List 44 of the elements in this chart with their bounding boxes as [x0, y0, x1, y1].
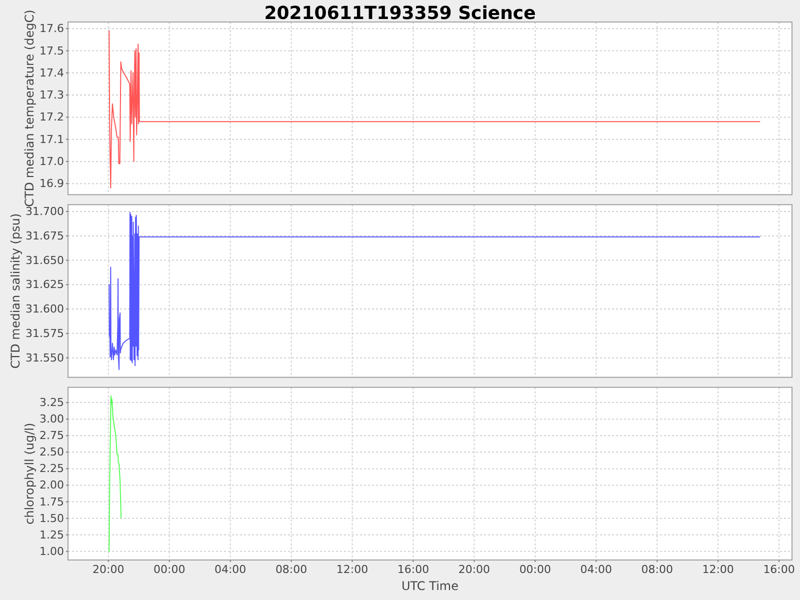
y-tick-label: 31.675 — [26, 229, 64, 242]
y-tick-label: 17.3 — [40, 88, 64, 102]
x-tick-label: 12:00 — [336, 563, 368, 576]
y-tick-label: 1.00 — [40, 544, 64, 558]
y-tick-label: 31.600 — [26, 302, 64, 316]
x-tick-label: 20:00 — [92, 563, 124, 576]
y-tick-label: 2.50 — [40, 446, 64, 459]
y-tick-label: 17.5 — [40, 44, 64, 58]
y-tick-label: 1.75 — [40, 495, 64, 508]
chart-title: 20210611T193359 Science — [264, 3, 536, 24]
y-tick-label: 31.550 — [26, 351, 64, 364]
y-tick-label: 1.25 — [40, 528, 64, 542]
y-tick-label: 31.575 — [26, 326, 64, 340]
x-tick-label: 04:00 — [580, 563, 612, 576]
y-tick-label: 1.50 — [40, 512, 64, 525]
x-tick-label: 16:00 — [397, 563, 430, 576]
x-tick-label: 16:00 — [763, 563, 795, 576]
y-tick-label: 2.75 — [40, 429, 64, 442]
y-tick-label: 17.6 — [40, 22, 64, 36]
x-tick-label: 08:00 — [641, 563, 673, 576]
line-series — [108, 30, 760, 189]
y-axis-title: chlorophyll (ug/l) — [22, 422, 36, 525]
y-tick-label: 17.2 — [40, 110, 64, 124]
line-series — [108, 395, 122, 552]
y-tick-label: 17.4 — [40, 66, 64, 80]
y-tick-label: 17.0 — [40, 154, 64, 168]
x-tick-label: 04:00 — [214, 563, 246, 576]
x-axis-title: UTC Time — [402, 579, 458, 593]
y-axis-title: CTD median temperature (degC) — [22, 10, 36, 207]
x-tick-label: 00:00 — [519, 563, 552, 576]
y-tick-label: 3.00 — [40, 412, 64, 426]
x-tick-label: 20:00 — [458, 563, 490, 576]
x-tick-label: 08:00 — [275, 563, 308, 576]
y-tick-label: 2.25 — [40, 462, 64, 476]
line-series — [108, 212, 760, 370]
y-tick-label: 2.00 — [40, 478, 64, 492]
y-axis-title: CTD median salinity (psu) — [8, 213, 22, 369]
y-tick-label: 17.1 — [40, 132, 64, 146]
x-tick-label: 00:00 — [154, 563, 186, 576]
y-tick-label: 31.625 — [26, 278, 64, 292]
y-tick-label: 31.650 — [26, 254, 64, 267]
y-tick-label: 3.25 — [40, 396, 64, 410]
x-tick-label: 12:00 — [702, 563, 734, 576]
y-tick-label: 16.9 — [40, 177, 64, 190]
